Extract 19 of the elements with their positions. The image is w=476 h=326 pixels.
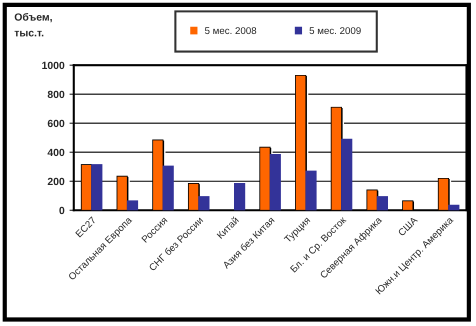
bar (91, 164, 102, 210)
y-tick-label: 800 (48, 90, 64, 98)
legend-label: 5 мес. 2009 (310, 27, 361, 34)
y-tick-label: 1000 (42, 62, 64, 70)
bar (341, 138, 352, 210)
bar (376, 196, 388, 210)
bar (198, 196, 210, 210)
y-tick-label: 0 (59, 206, 64, 214)
y-tick-label: 400 (48, 148, 64, 156)
bar (305, 170, 317, 210)
bar (448, 204, 460, 210)
y-tick-label: 600 (48, 120, 64, 128)
y-tick-label: 200 (48, 178, 64, 186)
y-axis-title: Объем, тыс.т. (14, 12, 52, 36)
bar (126, 200, 138, 210)
bar (162, 166, 174, 210)
bar (234, 183, 246, 210)
bar (270, 154, 281, 210)
legend-label: 5 мес. 2008 (204, 27, 256, 34)
